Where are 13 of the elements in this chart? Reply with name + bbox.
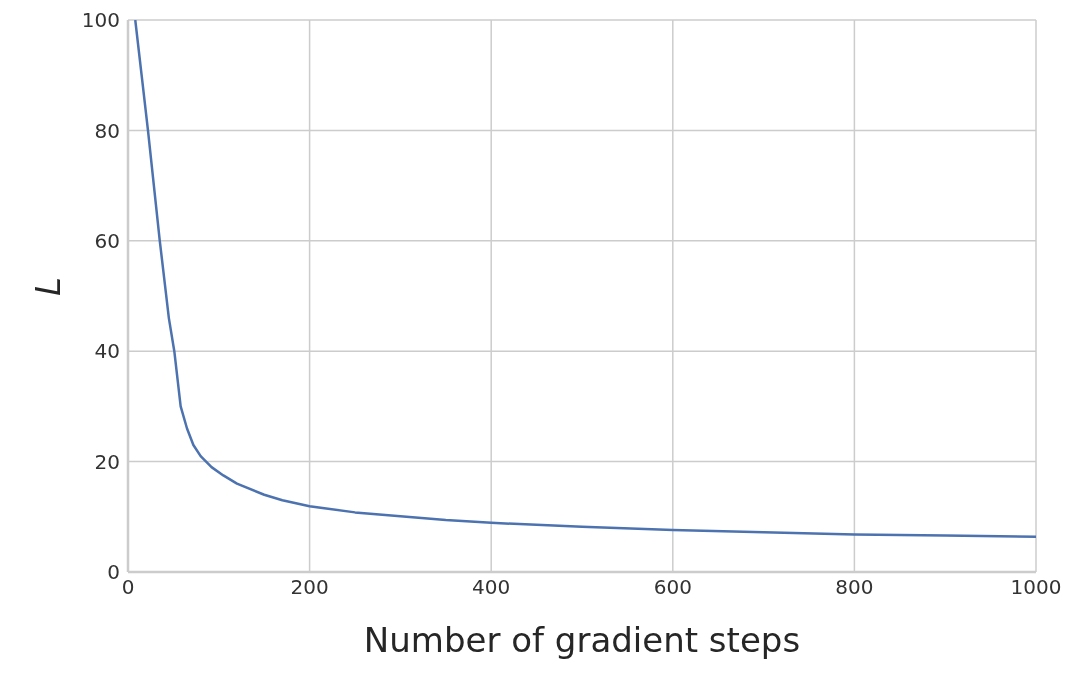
y-tick-label: 80 bbox=[94, 118, 120, 143]
x-tick-label: 200 bbox=[290, 575, 329, 600]
y-tick-label: 40 bbox=[94, 339, 120, 364]
x-tick-label: 1000 bbox=[1010, 575, 1062, 600]
y-tick-label: 100 bbox=[81, 8, 120, 33]
x-tick-label: 600 bbox=[653, 575, 692, 600]
y-tick-label: 60 bbox=[94, 228, 120, 253]
y-tick-label: 20 bbox=[94, 449, 120, 474]
line-series bbox=[134, 20, 1036, 538]
x-tick-label: 800 bbox=[835, 575, 874, 600]
y-axis-title: L bbox=[28, 277, 69, 296]
x-axis-title: Number of gradient steps bbox=[363, 620, 801, 660]
x-tick-label: 400 bbox=[472, 575, 511, 600]
